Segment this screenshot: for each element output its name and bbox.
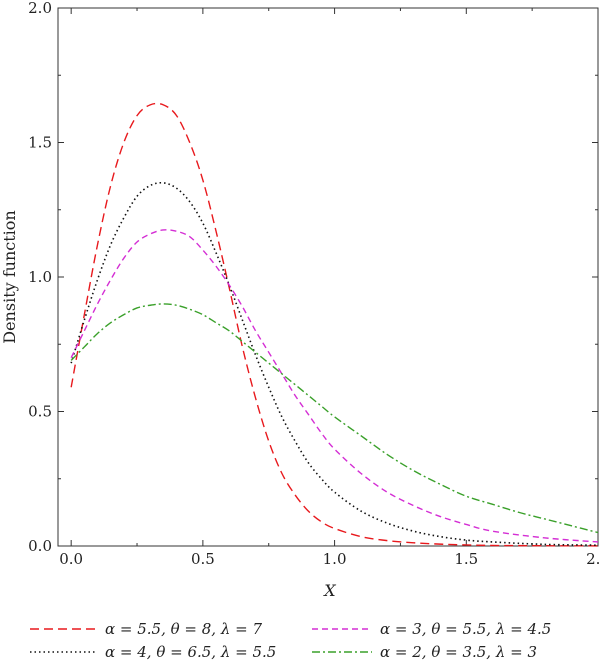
y-tick-label: 0.5 — [28, 403, 52, 421]
legend-label: α = 5.5, θ = 8, λ = 7 — [105, 620, 262, 638]
x-tick-label: 0.5 — [191, 550, 215, 568]
y-tick-label: 1.5 — [28, 134, 52, 152]
y-axis-ticks: 0.0 0.5 1.0 1.5 2.0 — [28, 0, 598, 555]
legend-label: α = 4, θ = 6.5, λ = 5.5 — [105, 643, 276, 661]
x-tick-label: 1.0 — [323, 550, 347, 568]
legend-label: α = 3, θ = 5.5, λ = 4.5 — [380, 620, 551, 638]
series-line — [70, 303, 599, 534]
x-axis-title: X — [322, 581, 336, 600]
y-tick-label: 2.0 — [28, 0, 52, 17]
x-tick-label: 1.5 — [454, 550, 478, 568]
legend: α = 5.5, θ = 8, λ = 7 α = 4, θ = 6.5, λ =… — [30, 620, 551, 661]
legend-label: α = 2, θ = 3.5, λ = 3 — [380, 643, 537, 661]
y-tick-label: 1.0 — [28, 268, 52, 286]
series-line — [70, 102, 599, 547]
x-tick-label: 0.0 — [59, 550, 83, 568]
series-layer — [70, 102, 599, 547]
y-axis-title: Density function — [0, 210, 19, 343]
series-line — [70, 229, 599, 543]
x-tick-label: 2.0 — [586, 550, 600, 568]
y-tick-label: 0.0 — [28, 537, 52, 555]
